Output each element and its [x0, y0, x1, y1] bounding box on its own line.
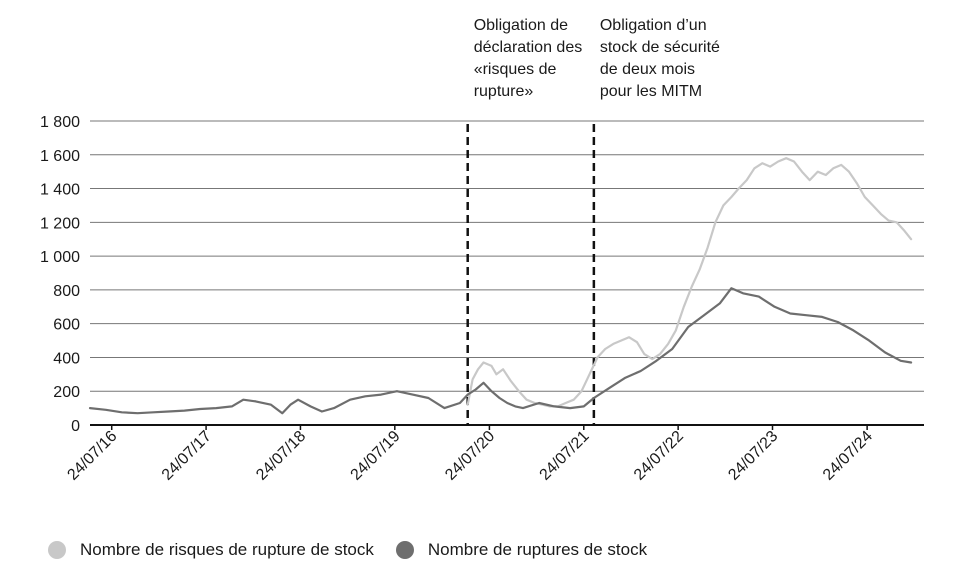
annotation-line-text: Obligation d’un	[600, 17, 707, 34]
legend-label-risques: Nombre de risques de rupture de stock	[80, 540, 374, 559]
legend-swatch-risques	[48, 541, 66, 559]
y-tick-label: 800	[53, 283, 80, 300]
x-tick-label: 24/07/16	[64, 428, 120, 484]
gridlines	[90, 120, 924, 392]
annotations: Obligation de déclaration des «risques de r…	[474, 17, 720, 100]
y-axis-ticks: 0 200 400 600 800 1 000 1 200 1 400 1 600 1 800	[40, 114, 80, 435]
x-tick-label: 24/07/18	[253, 428, 309, 484]
legend-item-ruptures: Nombre de ruptures de stock	[395, 540, 648, 560]
legend-swatch-ruptures	[395, 541, 414, 559]
y-tick-label: 600	[53, 317, 80, 334]
annotation-line-text: stock de sécurité	[600, 39, 720, 56]
annotation-line-text: de deux mois	[600, 61, 695, 78]
series-line-ruptures	[88, 287, 913, 415]
annotation-line-text: déclaration des	[474, 39, 583, 56]
annotation-text: Obligation d’un stock de sécurité de deux …	[600, 17, 720, 100]
y-tick-label: 1 400	[40, 182, 80, 199]
x-tick-label: 24/07/24	[820, 428, 876, 484]
legend-label-ruptures: Nombre de ruptures de stock	[427, 540, 648, 559]
series-lines	[88, 157, 913, 415]
y-tick-label: 1 200	[40, 215, 80, 232]
legend: Nombre de risques de rupture de stock No…	[48, 540, 669, 560]
y-tick-label: 200	[53, 384, 80, 401]
annotation-lines	[466, 124, 596, 425]
y-tick-label: 1 000	[40, 249, 80, 266]
annotation-line-text: Obligation de	[474, 17, 568, 34]
annotation-line-text: «risques de	[474, 61, 557, 78]
y-tick-label: 1 800	[40, 114, 80, 131]
chart: 0 200 400 600 800 1 000 1 200 1 400 1 600 1 800 2…	[40, 17, 924, 484]
annotation-line-text: pour les MITM	[600, 83, 702, 100]
annotation-text: Obligation de déclaration des «risques de r…	[474, 17, 583, 100]
y-tick-label: 400	[53, 350, 80, 367]
y-tick-label: 0	[71, 418, 80, 435]
x-tick-label: 24/07/17	[159, 428, 215, 484]
x-tick-label: 24/07/23	[725, 428, 781, 484]
x-axis-ticks: 24/07/16 24/07/17 24/07/18 24/07/19 24/07/20…	[64, 425, 876, 484]
legend-item-risques: Nombre de risques de rupture de stock	[48, 540, 374, 560]
annotation-line-text: rupture»	[474, 83, 534, 100]
series-line-risques	[466, 157, 913, 408]
y-tick-label: 1 600	[40, 148, 80, 165]
x-tick-label: 24/07/22	[631, 428, 687, 484]
x-tick-label: 24/07/21	[537, 428, 593, 484]
x-tick-label: 24/07/20	[442, 428, 498, 484]
x-tick-label: 24/07/19	[348, 428, 404, 484]
